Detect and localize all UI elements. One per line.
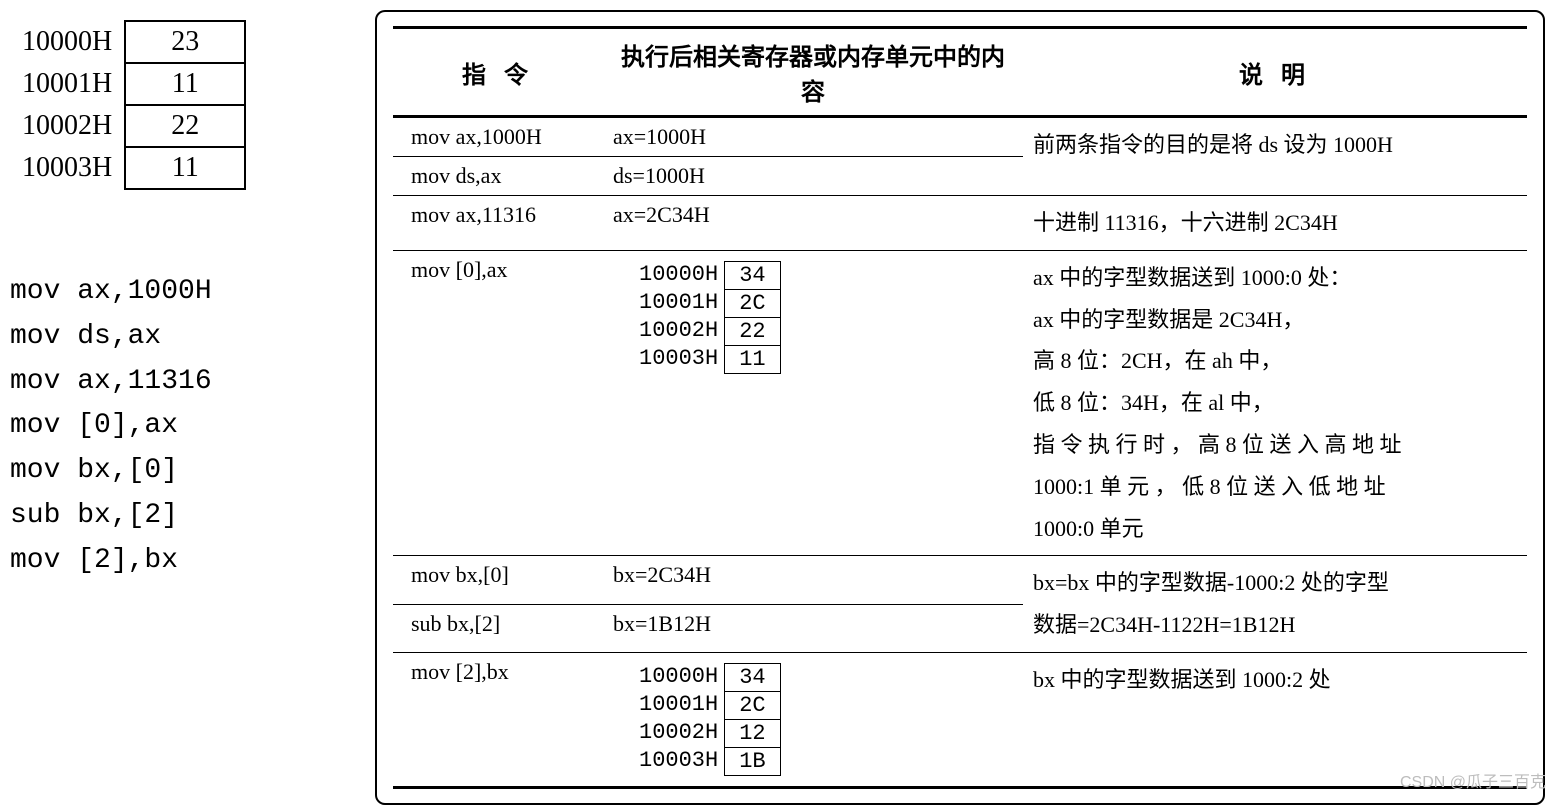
desc-line: bx=bx 中的字型数据-1000:2 处的字型 <box>1033 562 1517 604</box>
instr-cell: mov ax,1000H <box>393 117 603 157</box>
assembly-code: mov ax,1000H mov ds,ax mov ax,11316 mov … <box>10 270 350 584</box>
mm-addr: 10002H <box>633 317 725 345</box>
effect-cell: ax=2C34H <box>603 196 1023 251</box>
desc-cell: ax 中的字型数据送到 1000:0 处： ax 中的字型数据是 2C34H， … <box>1023 250 1527 556</box>
mm-addr: 10003H <box>633 345 725 373</box>
desc-line: 低 8 位：34H，在 al 中， <box>1033 382 1517 424</box>
effect-cell: 10000H34 10001H2C 10002H12 10003H1B <box>603 652 1023 787</box>
mem-val: 22 <box>125 105 245 147</box>
mem-addr: 10003H <box>10 147 125 189</box>
mm-addr: 10000H <box>633 663 725 691</box>
mm-addr: 10002H <box>633 719 725 747</box>
desc-line: ax 中的字型数据是 2C34H， <box>1033 299 1517 341</box>
instr-cell: mov ds,ax <box>393 157 603 196</box>
effect-cell: ax=1000H <box>603 117 1023 157</box>
mm-val: 2C <box>725 691 780 719</box>
instr-cell: mov [0],ax <box>393 250 603 556</box>
col-effect: 执行后相关寄存器或内存单元中的内容 <box>603 28 1023 117</box>
left-column: 10000H23 10001H11 10002H22 10003H11 mov … <box>10 20 350 584</box>
desc-line: 指 令 执 行 时 ， 高 8 位 送 入 高 地 址 <box>1033 424 1517 466</box>
desc-line: 1000:1 单 元 ， 低 8 位 送 入 低 地 址 <box>1033 466 1517 508</box>
desc-cell: 前两条指令的目的是将 ds 设为 1000H <box>1023 117 1527 196</box>
trace-panel: 指 令 执行后相关寄存器或内存单元中的内容 说 明 mov ax,1000H a… <box>375 10 1545 805</box>
mm-val: 1B <box>725 747 780 775</box>
mm-addr: 10001H <box>633 691 725 719</box>
desc-line: 1000:0 单元 <box>1033 508 1517 550</box>
instr-cell: mov ax,11316 <box>393 196 603 251</box>
mem-addr: 10001H <box>10 63 125 105</box>
effect-cell: 10000H34 10001H2C 10002H22 10003H11 <box>603 250 1023 556</box>
mem-val: 11 <box>125 63 245 105</box>
mm-val: 22 <box>725 317 780 345</box>
memory-snapshot: 10000H34 10001H2C 10002H12 10003H1B <box>633 663 781 776</box>
mm-addr: 10000H <box>633 261 725 289</box>
mem-addr: 10000H <box>10 21 125 63</box>
mem-val: 23 <box>125 21 245 63</box>
col-instruction: 指 令 <box>393 28 603 117</box>
instr-cell: sub bx,[2] <box>393 604 603 652</box>
mm-val: 11 <box>725 345 780 373</box>
mm-val: 34 <box>725 261 780 289</box>
instr-cell: mov [2],bx <box>393 652 603 787</box>
memory-snapshot: 10000H34 10001H2C 10002H22 10003H11 <box>633 261 781 374</box>
mem-val: 11 <box>125 147 245 189</box>
effect-cell: bx=2C34H <box>603 556 1023 604</box>
initial-memory-table: 10000H23 10001H11 10002H22 10003H11 <box>10 20 246 190</box>
desc-line: ax 中的字型数据送到 1000:0 处： <box>1033 257 1517 299</box>
effect-cell: bx=1B12H <box>603 604 1023 652</box>
watermark: CSDN @瓜子三百克 <box>1400 768 1546 792</box>
mm-val: 34 <box>725 663 780 691</box>
instr-cell: mov bx,[0] <box>393 556 603 604</box>
mm-addr: 10001H <box>633 289 725 317</box>
col-description: 说 明 <box>1023 28 1527 117</box>
mm-val: 2C <box>725 289 780 317</box>
desc-line: 数据=2C34H-1122H=1B12H <box>1033 604 1517 646</box>
desc-line: 高 8 位：2CH，在 ah 中， <box>1033 340 1517 382</box>
mm-val: 12 <box>725 719 780 747</box>
trace-table: 指 令 执行后相关寄存器或内存单元中的内容 说 明 mov ax,1000H a… <box>393 26 1527 789</box>
desc-cell: bx=bx 中的字型数据-1000:2 处的字型 数据=2C34H-1122H=… <box>1023 556 1527 653</box>
desc-cell: 十进制 11316，十六进制 2C34H <box>1023 196 1527 251</box>
mem-addr: 10002H <box>10 105 125 147</box>
mm-addr: 10003H <box>633 747 725 775</box>
effect-cell: ds=1000H <box>603 157 1023 196</box>
